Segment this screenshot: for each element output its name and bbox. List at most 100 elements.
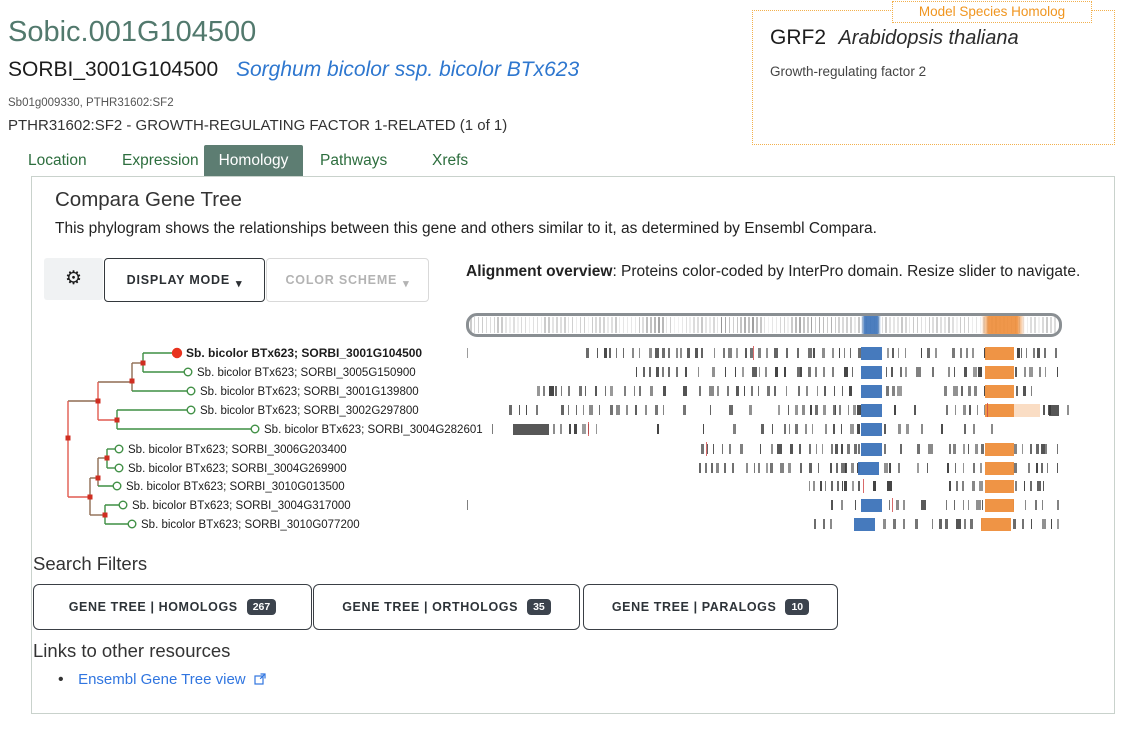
ensembl-gene-tree-link[interactable]: Ensembl Gene Tree view	[78, 671, 246, 688]
alignment-mark	[902, 500, 906, 510]
alignment-mark	[857, 405, 861, 415]
alignment-mark	[975, 500, 981, 510]
tree-leaf-node[interactable]	[171, 347, 183, 359]
alignment-mark	[808, 348, 812, 358]
alignment-mark	[1024, 500, 1027, 510]
tree-leaf-label[interactable]: Sb. bicolor BTx623; SORBI_3004G269900	[128, 463, 347, 475]
slider-density-line	[571, 317, 574, 333]
alignment-mark	[598, 405, 601, 415]
tree-internal-node[interactable]	[102, 512, 108, 518]
alignment-mark	[706, 444, 709, 454]
alignment-mark	[948, 481, 952, 491]
alignment-mark	[904, 348, 907, 358]
tree-leaf-node[interactable]	[186, 386, 196, 396]
tree-leaf-label[interactable]: Sb. bicolor BTx623; SORBI_3005G150900	[197, 367, 416, 379]
tree-internal-node[interactable]	[104, 455, 110, 461]
tree-leaf-label[interactable]: Sb. bicolor BTx623; SORBI_3006G203400	[128, 444, 347, 456]
alignment-mark	[785, 386, 788, 396]
alignment-mark	[884, 424, 886, 434]
alignment-mark	[954, 405, 957, 415]
settings-button[interactable]: ⚙	[44, 258, 103, 300]
slider-density-line	[952, 317, 954, 333]
slider-density-line	[971, 317, 974, 333]
alignment-mark	[582, 424, 586, 434]
tree-leaf-node[interactable]	[114, 463, 124, 473]
tree-internal-node[interactable]	[114, 417, 120, 423]
alignment-mark	[815, 367, 817, 377]
alignment-mark	[962, 500, 965, 510]
alignment-mark	[906, 424, 909, 434]
tree-leaf-label[interactable]: Sb. bicolor BTx623; SORBI_3010G077200	[141, 519, 360, 531]
tab-pathways[interactable]: Pathways	[320, 152, 388, 169]
tree-leaf-node[interactable]	[112, 481, 122, 491]
alignment-mark	[712, 444, 714, 454]
tree-leaf-node[interactable]	[114, 444, 124, 454]
alignment-mark	[1030, 386, 1033, 396]
slider-density-line	[528, 317, 531, 333]
tree-leaf-label[interactable]: Sb. bicolor BTx623; SORBI_3001G104500	[186, 346, 422, 360]
alignment-mark	[849, 386, 852, 396]
tree-internal-node[interactable]	[87, 494, 93, 500]
filter-button-homologs[interactable]: GENE TREE | HOMOLOGS 267	[33, 584, 312, 630]
tree-leaf-node[interactable]	[250, 424, 260, 434]
alignment-mark	[1023, 386, 1026, 396]
tree-leaf-node[interactable]	[127, 519, 137, 529]
alignment-mark	[854, 500, 857, 510]
slider-density-line	[846, 317, 848, 333]
tree-leaf-label[interactable]: Sb. bicolor BTx623; SORBI_3010G013500	[126, 481, 345, 493]
tree-internal-node[interactable]	[65, 435, 71, 441]
slider-density-line	[920, 317, 923, 333]
alignment-mark	[960, 386, 964, 396]
alignment-mark	[662, 405, 665, 415]
alignment-mark	[849, 348, 852, 358]
tree-leaf-label[interactable]: Sb. bicolor BTx623; SORBI_3004G282601	[264, 424, 483, 436]
tab-expression[interactable]: Expression	[122, 152, 199, 169]
alignment-mark	[891, 348, 895, 358]
tab-homology[interactable]: Homology	[204, 145, 303, 176]
slider-density-line	[908, 317, 911, 333]
color-scheme-button[interactable]: COLOR SCHEME ▾	[266, 258, 429, 302]
alignment-mark	[822, 367, 826, 377]
slider-density-line	[834, 317, 836, 333]
slider-density-line	[665, 317, 668, 333]
alignment-mark	[984, 461, 1014, 475]
filter-orthologs-label: GENE TREE | ORTHOLOGS	[342, 600, 519, 614]
tree-leaf-label[interactable]: Sb. bicolor BTx623; SORBI_3004G317000	[132, 500, 351, 512]
tree-leaf-label[interactable]: Sb. bicolor BTx623; SORBI_3002G297800	[200, 405, 419, 417]
tree-internal-node[interactable]	[140, 360, 146, 366]
filter-button-paralogs[interactable]: GENE TREE | PARALOGS 10	[583, 584, 838, 630]
tree-leaf-node[interactable]	[183, 367, 193, 377]
alignment-mark	[920, 500, 926, 510]
alignment-mark	[582, 405, 585, 415]
gene-tree-svg: Sb. bicolor BTx623; SORBI_3001G104500 Sb.…	[65, 346, 483, 531]
tab-location[interactable]: Location	[28, 152, 87, 169]
alignment-mark	[586, 348, 589, 358]
alignment-mark	[884, 463, 888, 473]
alignment-mark	[574, 424, 577, 434]
alignment-mark	[886, 386, 889, 396]
filter-button-orthologs[interactable]: GENE TREE | ORTHOLOGS 35	[313, 584, 580, 630]
alignment-mark	[1029, 481, 1033, 491]
slider-density-line	[767, 317, 770, 333]
alignment-mark	[732, 463, 734, 473]
alignment-overview-slider[interactable]	[466, 313, 1062, 337]
tree-internal-node[interactable]	[95, 475, 101, 481]
tree-leaf-node[interactable]	[186, 405, 196, 415]
tree-leaf-node[interactable]	[118, 500, 128, 510]
alignment-mark	[819, 481, 823, 491]
alignment-mark	[775, 367, 778, 377]
alignment-mark	[852, 481, 854, 491]
slider-density-line	[634, 317, 637, 333]
alignment-mark	[734, 367, 736, 377]
alignment-mark	[915, 519, 918, 529]
species-link[interactable]: Sorghum bicolor ssp. bicolor BTx623	[236, 58, 580, 81]
alignment-mark	[981, 444, 984, 454]
tree-leaf-label[interactable]: Sb. bicolor BTx623; SORBI_3001G139800	[200, 386, 419, 398]
display-mode-button[interactable]: DISPLAY MODE ▾	[104, 258, 265, 302]
tab-xrefs[interactable]: Xrefs	[432, 152, 469, 169]
tree-internal-node[interactable]	[95, 398, 101, 404]
alignment-mark	[886, 481, 892, 491]
tree-internal-node[interactable]	[129, 378, 135, 384]
alignment-mark	[616, 405, 620, 415]
alignment-mark	[953, 367, 956, 377]
